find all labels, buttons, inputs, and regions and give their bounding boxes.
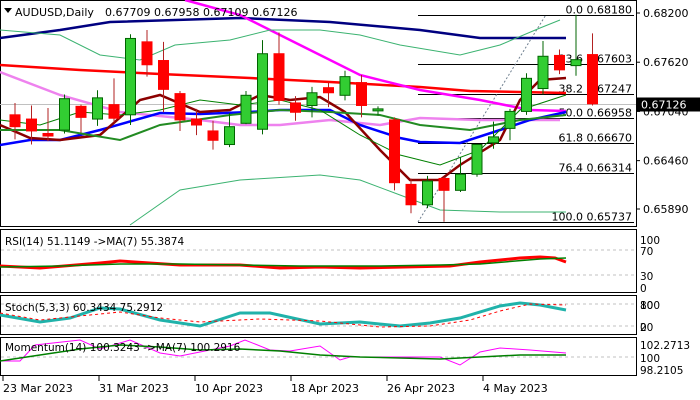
candle[interactable] <box>422 175 433 209</box>
candle[interactable] <box>290 96 301 121</box>
candle[interactable] <box>405 178 417 214</box>
ohlc-values: 0.67709 0.67958 0.67109 0.67126 <box>105 6 297 19</box>
candle[interactable] <box>75 104 87 133</box>
svg-text:0: 0 <box>640 322 647 334</box>
price-axis: 0.682000.676200.670400.664600.658900.671… <box>636 7 700 377</box>
stoch-main-line <box>0 301 567 328</box>
fib-label: 61.8 0.66670 <box>559 132 632 145</box>
candle[interactable] <box>257 40 268 135</box>
candle[interactable] <box>191 108 202 136</box>
candle[interactable] <box>207 120 219 150</box>
momentum-label: Momentum(14) 100.3243 ->MA(7) 100.2916 <box>5 342 241 354</box>
current-price-tag <box>637 97 700 112</box>
bb-upper <box>0 19 561 61</box>
candle[interactable] <box>356 74 367 118</box>
date-tick: 18 Apr 2023 <box>291 382 359 395</box>
fib-label: 76.4 0.66314 <box>559 162 632 175</box>
candle[interactable] <box>125 34 136 126</box>
candle[interactable] <box>9 102 21 140</box>
momentum-ma-line <box>0 344 566 362</box>
price-tick: 0.66460 <box>643 155 689 168</box>
rsi-line <box>0 255 567 270</box>
candlesticks[interactable] <box>9 14 598 222</box>
candle[interactable] <box>504 108 516 141</box>
date-tick: 26 Apr 2023 <box>387 382 455 395</box>
collapse-arrow-icon[interactable] <box>4 8 12 13</box>
stoch-label: Stoch(5,3,3) 60.3434 75.2912 <box>5 302 163 314</box>
date-tick: 4 May 2023 <box>483 382 548 395</box>
ma-red <box>0 63 567 95</box>
price-tick: 0.68200 <box>643 7 689 20</box>
candle[interactable] <box>273 32 285 105</box>
candle[interactable] <box>587 33 598 106</box>
rsi-label: RSI(14) 51.1149 ->MA(7) 55.3874 <box>5 236 184 248</box>
svg-text:102.2713: 102.2713 <box>640 340 690 352</box>
candle[interactable] <box>240 91 252 125</box>
svg-text:70: 70 <box>640 246 653 258</box>
stoch-signal-line <box>0 303 567 328</box>
candle[interactable] <box>108 78 120 123</box>
rsi-ma-line <box>0 257 567 268</box>
date-tick: 10 Apr 2023 <box>195 382 263 395</box>
price-tick: 0.65890 <box>643 203 689 216</box>
oscillators <box>0 249 636 366</box>
current-price: 0.67126 <box>641 99 687 112</box>
candle[interactable] <box>174 91 186 131</box>
date-tick: 23 Mar 2023 <box>3 382 73 395</box>
candle[interactable] <box>306 86 318 118</box>
candle[interactable] <box>59 94 70 134</box>
date-tick: 31 Mar 2023 <box>99 382 169 395</box>
candle[interactable] <box>141 29 153 77</box>
candle[interactable] <box>339 70 351 101</box>
candle[interactable] <box>92 90 103 126</box>
svg-text:100: 100 <box>640 300 660 312</box>
candle[interactable] <box>158 41 169 113</box>
candle[interactable] <box>42 108 54 142</box>
candle[interactable] <box>488 121 499 149</box>
candle[interactable] <box>224 113 235 148</box>
candle[interactable] <box>438 176 450 222</box>
symbol-label: AUDUSD,Daily <box>15 6 94 19</box>
svg-text:100: 100 <box>640 235 660 247</box>
candle[interactable] <box>554 49 565 75</box>
svg-text:80: 80 <box>640 300 653 312</box>
bb-lower <box>129 174 566 226</box>
svg-text:30: 30 <box>640 271 653 283</box>
candle[interactable] <box>26 105 37 145</box>
svg-text:98.2105: 98.2105 <box>640 365 683 377</box>
svg-text:20: 20 <box>640 322 653 334</box>
candle[interactable] <box>537 41 549 95</box>
ma-green <box>0 108 567 142</box>
candle[interactable] <box>521 73 532 115</box>
fib-label: 0.0 0.68180 <box>566 4 632 17</box>
price-tick: 0.67620 <box>643 56 689 69</box>
fib-label: 100.0 0.65737 <box>552 211 632 224</box>
date-axis: 23 Mar 2023 31 Mar 2023 10 Apr 2023 18 Apr … <box>2 376 548 395</box>
candle[interactable] <box>570 14 582 76</box>
panel-frames <box>0 0 637 376</box>
candle[interactable] <box>455 157 466 193</box>
svg-text:100: 100 <box>640 353 660 365</box>
ma-navy <box>0 16 566 40</box>
momentum-line <box>0 339 567 366</box>
candle[interactable] <box>372 106 384 116</box>
fib-label: 50.0 0.66958 <box>559 107 632 120</box>
candle[interactable] <box>323 82 334 108</box>
candle[interactable] <box>471 144 483 177</box>
candle[interactable] <box>389 117 400 191</box>
svg-text:0: 0 <box>640 283 647 295</box>
